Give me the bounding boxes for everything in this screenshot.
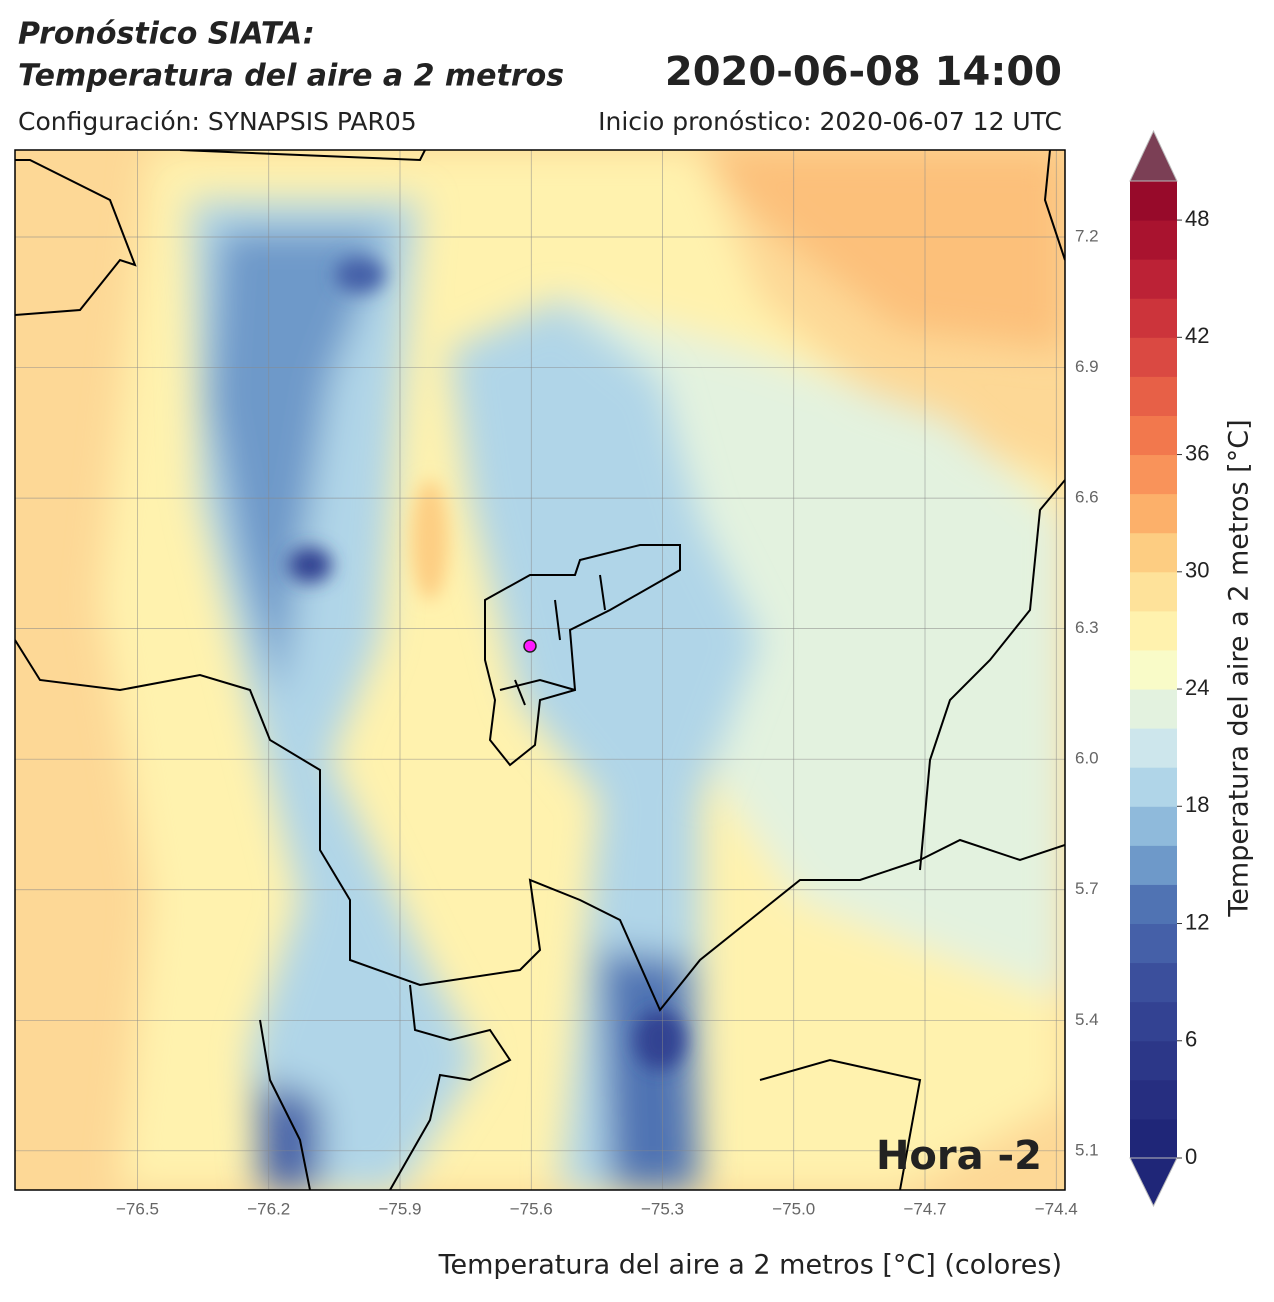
x-tick-label: −76.5 — [116, 1199, 159, 1218]
y-tick-label: 7.2 — [1075, 227, 1099, 246]
y-tick-label: 6.9 — [1075, 357, 1099, 376]
y-tick-label: 5.4 — [1075, 1010, 1099, 1029]
colorbar-tick-label: 30 — [1185, 558, 1209, 583]
colorbar-band — [1130, 962, 1177, 1003]
colorbar-band — [1130, 806, 1177, 846]
colorbar-band — [1130, 728, 1177, 768]
hour-annotation: Hora -2 — [876, 1133, 1042, 1179]
colorbar-band — [1130, 571, 1177, 612]
colorbar-band — [1130, 923, 1177, 964]
colorbar-band — [1130, 610, 1177, 651]
colorbar-tick-label: 48 — [1185, 206, 1209, 231]
colorbar-extend-max — [1129, 129, 1178, 182]
colorbar-tick-label: 12 — [1185, 909, 1209, 934]
colorbar-tick-label: 18 — [1185, 792, 1209, 817]
colorbar-extend-min — [1129, 1157, 1178, 1208]
colorbar-tick-label: 6 — [1185, 1027, 1197, 1052]
colorbar-band — [1130, 1001, 1177, 1042]
y-tick-label: 5.1 — [1075, 1140, 1099, 1159]
y-tick-label: 6.0 — [1075, 749, 1099, 768]
y-tick-label: 5.7 — [1075, 879, 1099, 898]
colorbar-band — [1130, 649, 1177, 690]
colorbar-band — [1130, 220, 1177, 260]
y-tick-label: 6.6 — [1075, 488, 1099, 507]
colorbar-band — [1130, 1118, 1177, 1159]
colorbar-band — [1130, 415, 1177, 456]
colorbar-band — [1130, 181, 1177, 221]
colorbar-band — [1130, 454, 1177, 495]
colorbar-band — [1130, 689, 1177, 729]
colorbar-band — [1130, 884, 1177, 925]
colorbar-tick-label: 24 — [1185, 675, 1209, 700]
colorbar-tick-label: 42 — [1185, 323, 1209, 348]
colorbar: 0 6 12 18 24 30 36 42 48 — [1129, 129, 1209, 1208]
colorbar-tick-label: 36 — [1185, 440, 1209, 465]
colorbar-band — [1130, 493, 1177, 534]
map-frame — [14, 149, 1066, 1191]
y-tick-label: 6.3 — [1075, 618, 1099, 637]
x-tick-label: −74.4 — [1035, 1199, 1078, 1218]
x-axis-label: Temperatura del aire a 2 metros [°C] (co… — [438, 1250, 1062, 1281]
colorbar-band — [1130, 1040, 1177, 1081]
x-tick-label: −75.3 — [641, 1199, 684, 1218]
colorbar-band — [1130, 337, 1177, 377]
x-tick-label: −74.7 — [903, 1199, 946, 1218]
boundaries — [15, 150, 1065, 1190]
subtitle-right: Inicio pronóstico: 2020-06-07 12 UTC — [598, 107, 1062, 136]
colorbar-band — [1130, 259, 1177, 299]
colorbar-band — [1130, 298, 1177, 338]
colorbar-band — [1130, 845, 1177, 885]
colorbar-band — [1130, 767, 1177, 807]
colorbar-tick-label: 0 — [1185, 1144, 1197, 1169]
colorbar-label: Temperatura del aire a 2 metros [°C] — [1224, 419, 1255, 917]
title-line2: Temperatura del aire a 2 metros — [18, 59, 564, 94]
forecast-datetime: 2020-06-08 14:00 — [665, 49, 1062, 95]
x-tick-label: −75.9 — [378, 1199, 421, 1218]
subtitle-left: Configuración: SYNAPSIS PAR05 — [18, 107, 417, 136]
colorbar-band — [1130, 1079, 1177, 1120]
title-line1: Pronóstico SIATA: — [18, 17, 315, 52]
colorbar-band — [1130, 532, 1177, 573]
temperature-field — [15, 150, 1065, 1190]
grid — [15, 150, 1065, 1190]
x-tick-label: −75.0 — [772, 1199, 815, 1218]
x-tick-label: −76.2 — [247, 1199, 290, 1218]
x-tick-label: −75.6 — [510, 1199, 553, 1218]
colorbar-band — [1130, 376, 1177, 416]
location-marker — [523, 639, 537, 653]
